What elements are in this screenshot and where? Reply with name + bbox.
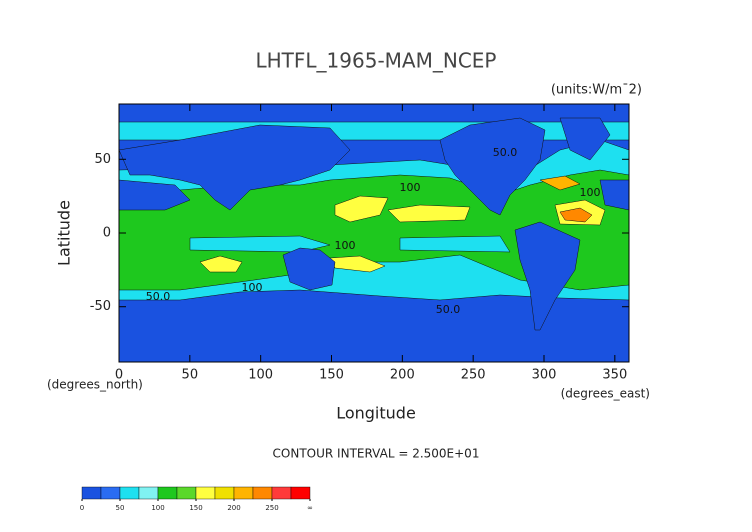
colorbar-box bbox=[176, 486, 197, 500]
field-band bbox=[399, 235, 511, 253]
colorbar-box bbox=[81, 486, 102, 500]
colorbar-label: 150 bbox=[189, 504, 202, 512]
colorbar-label: 0 bbox=[80, 504, 84, 512]
colorbar-label: 100 bbox=[151, 504, 164, 512]
colorbar-label: 250 bbox=[265, 504, 278, 512]
y-tick-label: 50 bbox=[94, 152, 111, 167]
y-tick-label: -50 bbox=[90, 299, 111, 314]
contour-label: 100 bbox=[335, 239, 356, 252]
land bbox=[559, 117, 611, 161]
colorbar-label: ∞ bbox=[307, 504, 313, 512]
land bbox=[119, 179, 191, 211]
colorbar-box bbox=[271, 486, 292, 500]
field-high bbox=[387, 204, 471, 223]
x-tick-label: 250 bbox=[461, 368, 486, 383]
colorbar-box bbox=[138, 486, 159, 500]
field-high bbox=[199, 255, 243, 273]
colorbar-label: 50 bbox=[116, 504, 125, 512]
x-tick-label: 200 bbox=[390, 368, 415, 383]
field-peak bbox=[559, 207, 593, 223]
map-field bbox=[119, 104, 629, 362]
x-tick-label: 0 bbox=[115, 368, 123, 383]
land bbox=[439, 117, 546, 216]
field-peak bbox=[539, 175, 581, 191]
y-unit-label: (degrees_north) bbox=[47, 378, 143, 392]
land bbox=[119, 124, 351, 211]
land bbox=[282, 247, 336, 291]
colorbar-box bbox=[119, 486, 140, 500]
colorbar-label: 200 bbox=[227, 504, 240, 512]
field-high bbox=[334, 195, 389, 223]
x-tick-label: 150 bbox=[319, 368, 344, 383]
land bbox=[599, 179, 629, 211]
x-axis-label: Longitude bbox=[336, 404, 416, 423]
contour-label: 100 bbox=[242, 281, 263, 294]
x-tick-label: 350 bbox=[602, 368, 627, 383]
contour-label: 100 bbox=[400, 181, 421, 194]
field-band bbox=[189, 235, 331, 253]
colorbar-box bbox=[195, 486, 216, 500]
colorbar-box bbox=[233, 486, 254, 500]
x-unit-label: (degrees_east) bbox=[561, 387, 650, 401]
contour-label: 100 bbox=[580, 186, 601, 199]
contour-label: 50.0 bbox=[493, 146, 518, 159]
colorbar-box bbox=[100, 486, 121, 500]
x-tick-label: 100 bbox=[248, 368, 273, 383]
y-axis-label: Latitude bbox=[55, 200, 74, 266]
colorbar-box bbox=[252, 486, 273, 500]
colorbar-box bbox=[157, 486, 178, 500]
y-tick-label: 0 bbox=[103, 226, 111, 241]
land bbox=[514, 221, 581, 331]
x-tick-label: 300 bbox=[532, 368, 557, 383]
contour-label: 50.0 bbox=[436, 303, 461, 316]
colorbar-box bbox=[214, 486, 235, 500]
units-label: (units:W/m¯2) bbox=[551, 83, 642, 98]
contour-label: 50.0 bbox=[146, 290, 171, 303]
chart-title: LHTFL_1965-MAM_NCEP bbox=[256, 49, 497, 73]
colorbar-box bbox=[290, 486, 311, 500]
x-tick-label: 50 bbox=[182, 368, 199, 383]
footnote: CONTOUR INTERVAL = 2.500E+01 bbox=[273, 447, 480, 461]
